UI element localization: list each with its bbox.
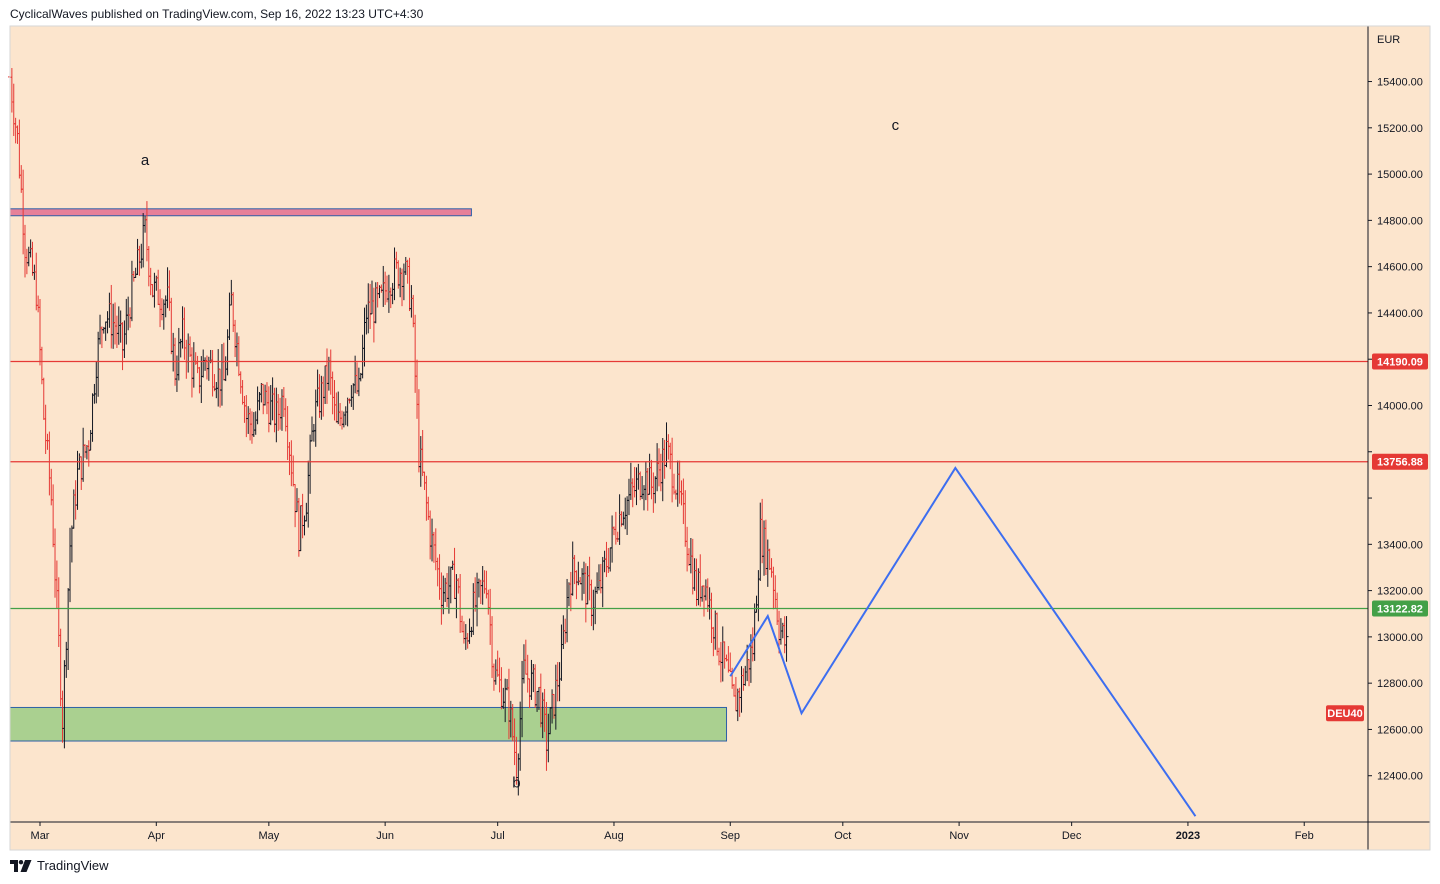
price-tick-label: 15000.00 — [1377, 169, 1423, 181]
price-tick-label: 12800.00 — [1377, 678, 1423, 690]
ohlc-bar — [784, 616, 789, 662]
price-tick-label: 14000.00 — [1377, 400, 1423, 412]
price-tick-label: 14400.00 — [1377, 308, 1423, 320]
time-tick-label: May — [258, 830, 279, 842]
projection-path[interactable] — [729, 466, 1197, 817]
chart-frame — [9, 25, 1431, 851]
time-tick-label: Dec — [1062, 830, 1082, 842]
time-tick-label: Feb — [1295, 830, 1314, 842]
time-tick-label: Aug — [604, 830, 624, 842]
level-price-label: 13756.88 — [1377, 457, 1423, 469]
wave-label-b: b — [512, 774, 520, 791]
level-price-badge — [1372, 353, 1428, 370]
price-bars-layer — [8, 65, 789, 796]
time-tick-label: Nov — [949, 830, 969, 842]
price-tick-label: 15400.00 — [1377, 77, 1423, 89]
price-tick-label: 14800.00 — [1377, 215, 1423, 227]
price-tick-label: 14600.00 — [1377, 262, 1423, 274]
symbol-badge — [1326, 705, 1364, 722]
wave-label-c: c — [892, 117, 900, 134]
projection-layer — [729, 466, 1197, 817]
time-tick-label: Jul — [491, 830, 505, 842]
time-tick-label: Sep — [720, 830, 740, 842]
supply-zone — [9, 208, 472, 217]
level-price-label: 14190.09 — [1377, 357, 1423, 369]
tradingview-brand: TradingView — [37, 858, 109, 873]
ohlc-chart[interactable]: 14190.09 13756.88 13122.82 a b c DEU40 EUR 124… — [0, 0, 1440, 856]
level-price-badge — [1372, 453, 1428, 470]
time-tick-label: Mar — [31, 830, 50, 842]
level-price-label: 13122.82 — [1377, 603, 1423, 615]
tradingview-logo[interactable]: TradingView — [10, 858, 109, 873]
publish-header: CyclicalWaves published on TradingView.c… — [10, 7, 424, 21]
price-tick-label: 13200.00 — [1377, 586, 1423, 598]
price-tick-label: 13000.00 — [1377, 632, 1423, 644]
price-tick-label: 12400.00 — [1377, 771, 1423, 783]
demand-zone — [9, 706, 728, 742]
time-tick-label: Oct — [834, 830, 851, 842]
annotations-layer: a b c DEU40 — [141, 117, 1364, 791]
price-tick-label: 15200.00 — [1377, 123, 1423, 135]
time-tick-label: 2023 — [1176, 830, 1200, 842]
symbol-label: DEU40 — [1327, 708, 1362, 720]
tradingview-logo-icon — [10, 859, 32, 872]
price-tick-label: 12600.00 — [1377, 724, 1423, 736]
price-tick-label: 13400.00 — [1377, 539, 1423, 551]
axes-layer: EUR 12400.00 12600.00 12800.00 13000.00 13200… — [9, 25, 1431, 851]
wave-label-a: a — [141, 152, 150, 169]
time-tick-label: Jun — [376, 830, 394, 842]
time-tick-label: Apr — [148, 830, 165, 842]
currency-label: EUR — [1377, 34, 1400, 46]
level-price-badge — [1372, 600, 1428, 617]
levels-layer: 14190.09 13756.88 13122.82 — [10, 353, 1428, 617]
